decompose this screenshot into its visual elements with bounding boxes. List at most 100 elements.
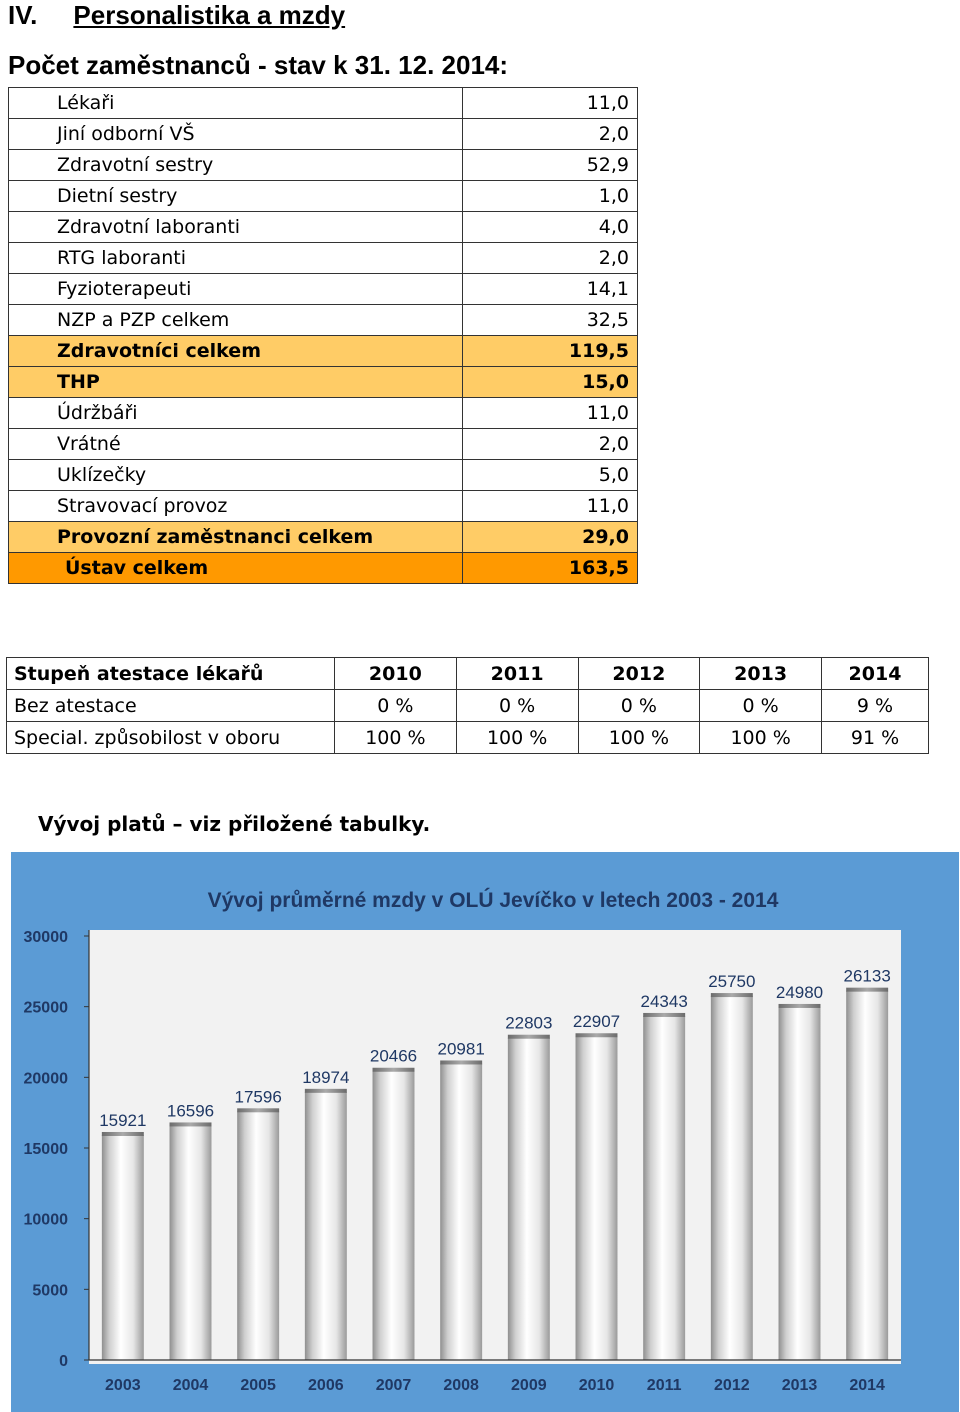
bar-top <box>440 1060 483 1065</box>
y-tick-label: 5000 <box>32 1282 68 1299</box>
attestation-cell: 100 % <box>334 721 457 754</box>
staff-row-value: 32,5 <box>462 304 638 336</box>
bar-value-label: 20466 <box>370 1047 417 1066</box>
staff-row: NZP a PZP celkem 32,5 <box>8 304 638 336</box>
bar <box>440 1063 483 1360</box>
staff-row: Údržbáři 11,0 <box>8 397 638 429</box>
staff-row-label: Zdravotníci celkem <box>8 335 463 367</box>
plot-area <box>89 930 901 1364</box>
staff-row-value: 2,0 <box>462 242 638 274</box>
staff-row: THP 15,0 <box>8 366 638 398</box>
staff-row-label: RTG laboranti <box>8 242 463 274</box>
staff-row: Provozní zaměstnanci celkem 29,0 <box>8 521 638 553</box>
staff-row-label: Údržbáři <box>8 397 463 429</box>
staff-row: Dietní sestry 1,0 <box>8 180 638 212</box>
y-tick-label: 15000 <box>24 1141 69 1158</box>
attestation-cell: 100 % <box>699 721 822 754</box>
attestation-header-row: Stupeň atestace lékařů 2010 2011 2012 2013 20… <box>6 657 929 690</box>
attestation-cell: 2013 <box>699 657 822 690</box>
attestation-cell: 91 % <box>821 721 929 754</box>
staff-row: Zdravotní sestry 52,9 <box>8 149 638 181</box>
bar <box>575 1036 618 1360</box>
y-tick-label: 20000 <box>24 1070 69 1087</box>
staff-row-value: 5,0 <box>462 459 638 491</box>
salary-note: Vývoj platů – viz přiložené tabulky. <box>38 812 431 836</box>
staff-row-value: 11,0 <box>462 490 638 522</box>
staff-row-label: Fyzioterapeuti <box>8 273 463 305</box>
staff-row-label: Provozní zaměstnanci celkem <box>8 521 463 553</box>
staff-row-label: Dietní sestry <box>8 180 463 212</box>
bar <box>304 1091 347 1360</box>
x-tick-label: 2009 <box>511 1377 547 1394</box>
staff-row-value: 1,0 <box>462 180 638 212</box>
bar <box>710 996 753 1360</box>
attestation-cell: 0 % <box>577 689 701 722</box>
staff-row-value: 2,0 <box>462 118 638 150</box>
staff-row: Ústav celkem 163,5 <box>8 552 638 584</box>
attestation-cell: 100 % <box>455 721 579 754</box>
bar-top <box>372 1067 415 1072</box>
section-number: IV. <box>8 0 38 30</box>
bar-top <box>575 1033 618 1038</box>
attestation-cell: 0 % <box>334 689 457 722</box>
x-tick-label: 2004 <box>173 1377 209 1394</box>
staff-row-label: Zdravotní laboranti <box>8 211 463 243</box>
bar-top <box>304 1088 347 1093</box>
staff-row-value: 2,0 <box>462 428 638 460</box>
staff-row-value: 11,0 <box>462 87 638 119</box>
attestation-cell: 0 % <box>455 689 579 722</box>
x-tick-label: 2008 <box>443 1377 479 1394</box>
section-title: Personalistika a mzdy <box>73 0 346 30</box>
bar-value-label: 26133 <box>844 967 891 986</box>
staff-row: Vrátné 2,0 <box>8 428 638 460</box>
salary-chart: Vývoj průměrné mzdy v OLÚ Jevíčko v lete… <box>11 852 959 1412</box>
staff-row-label: NZP a PZP celkem <box>8 304 463 336</box>
attestation-row-label: Stupeň atestace lékařů <box>6 657 335 690</box>
bar-value-label: 17596 <box>235 1087 282 1106</box>
x-tick-label: 2013 <box>782 1377 818 1394</box>
staff-row-value: 15,0 <box>462 366 638 398</box>
staff-row-label: Zdravotní sestry <box>8 149 463 181</box>
bar-top <box>237 1108 280 1113</box>
attestation-row-label: Bez atestace <box>6 689 335 722</box>
staff-row-value: 52,9 <box>462 149 638 181</box>
bar-top <box>169 1122 212 1127</box>
bar-value-label: 20981 <box>438 1039 485 1058</box>
x-tick-label: 2012 <box>714 1377 750 1394</box>
x-tick-label: 2005 <box>240 1377 276 1394</box>
section-heading: IV. Personalistika a mzdy <box>8 0 345 31</box>
staff-row-value: 29,0 <box>462 521 638 553</box>
bar-value-label: 22907 <box>573 1012 620 1031</box>
bar <box>778 1006 821 1360</box>
staff-row: Zdravotníci celkem 119,5 <box>8 335 638 367</box>
y-tick-label: 0 <box>59 1353 68 1370</box>
bar-top <box>778 1003 821 1008</box>
x-tick-label: 2014 <box>849 1377 885 1394</box>
staff-row: Fyzioterapeuti 14,1 <box>8 273 638 305</box>
staff-row: Stravovací provoz 11,0 <box>8 490 638 522</box>
bar-top <box>846 987 889 992</box>
y-tick-label: 10000 <box>24 1212 69 1229</box>
staff-row-value: 4,0 <box>462 211 638 243</box>
attestation-cell: 100 % <box>577 721 701 754</box>
bar-top <box>101 1131 144 1136</box>
attestation-cell: 2011 <box>455 657 579 690</box>
attestation-cell: 2010 <box>334 657 457 690</box>
bar-top <box>643 1012 686 1017</box>
attestation-table: Stupeň atestace lékařů 2010 2011 2012 2013 20… <box>6 657 929 754</box>
y-tick-label: 30000 <box>24 929 69 946</box>
x-axis: 2003 2004 2005 2006 2007 2008 2009 2010 2011 2012… <box>89 1359 901 1394</box>
bar <box>372 1070 415 1360</box>
bar-value-label: 18974 <box>302 1068 349 1087</box>
chart-title: Vývoj průměrné mzdy v OLÚ Jevíčko v lete… <box>208 888 779 912</box>
bar <box>643 1015 686 1360</box>
attestation-row: Bez atestace 0 % 0 % 0 % 0 % 9 % <box>6 689 929 722</box>
staff-row: Lékaři 11,0 <box>8 87 638 119</box>
x-tick-label: 2007 <box>376 1377 412 1394</box>
staff-row-label: Stravovací provoz <box>8 490 463 522</box>
bar-value-label: 24343 <box>641 992 688 1011</box>
staff-row-label: Jiní odborní VŠ <box>8 118 463 150</box>
y-tick-label: 25000 <box>24 1000 69 1017</box>
bar-top <box>507 1034 550 1039</box>
bar-value-label: 22803 <box>505 1014 552 1033</box>
